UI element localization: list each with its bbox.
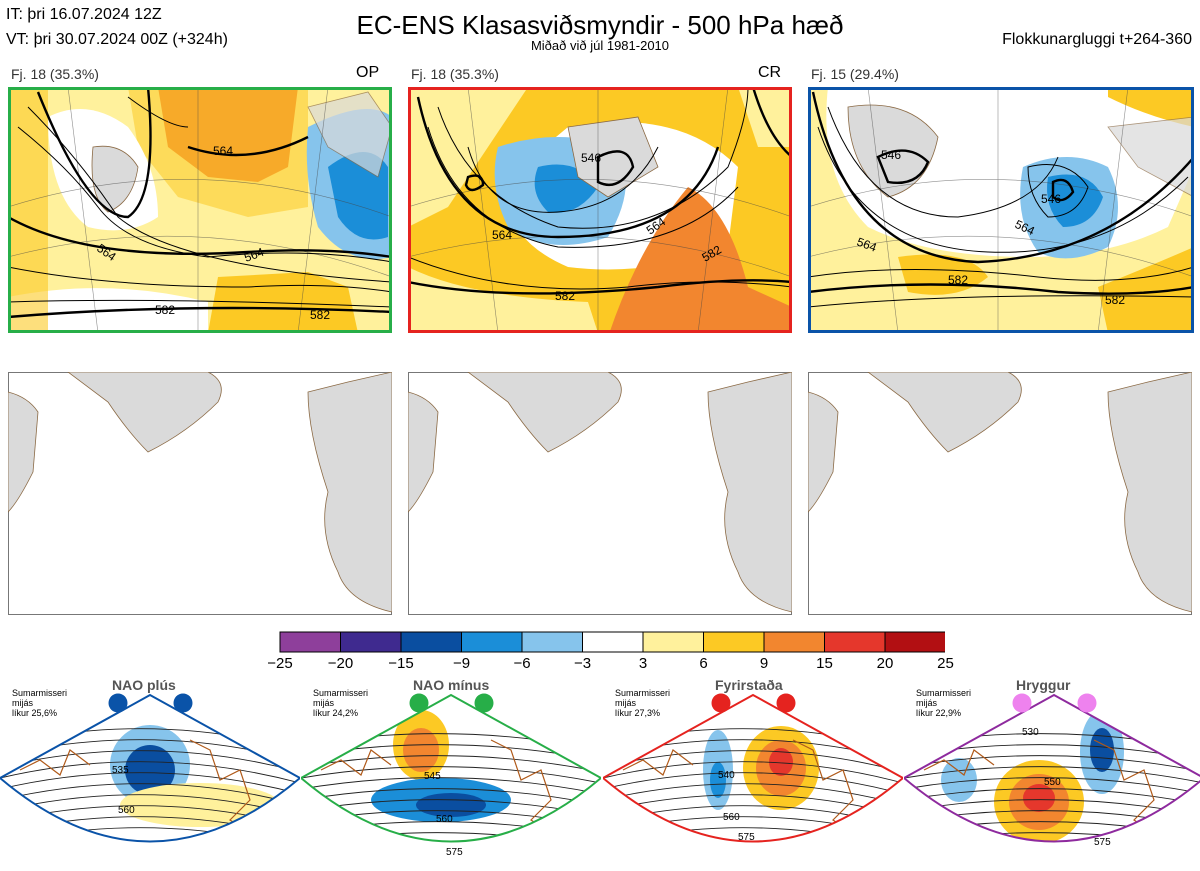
valid-time-label: VT: þri 30.07.2024 00Z (+324h) bbox=[6, 31, 228, 48]
page-title: EC-ENS Klasasviðsmyndir - 500 hPa hæð bbox=[356, 10, 844, 40]
pattern-contour-label: 575 bbox=[446, 847, 463, 858]
pattern-fan-border bbox=[603, 693, 903, 843]
cluster-1-contour-label: 582 bbox=[155, 303, 175, 317]
colorbar-segment bbox=[279, 631, 341, 653]
colorbar-tick-label: 6 bbox=[699, 655, 708, 672]
colorbar-tick-label: −6 bbox=[513, 655, 531, 672]
cluster-3-contour-label: 582 bbox=[1105, 293, 1125, 307]
pattern-contour-label: 550 bbox=[1044, 777, 1061, 788]
pattern-contour-label: 560 bbox=[436, 814, 453, 825]
pattern-contour-label: 545 bbox=[424, 771, 441, 782]
pattern-marker-dot bbox=[711, 693, 731, 713]
pattern-title: Fyrirstaða bbox=[715, 677, 783, 693]
cluster-2-map: 546 564 564 582 582 bbox=[408, 87, 792, 333]
colorbar-segment bbox=[763, 631, 825, 653]
colorbar-tick-label: 20 bbox=[876, 655, 894, 672]
colorbar-segment bbox=[642, 631, 704, 653]
colorbar-segment bbox=[582, 631, 644, 653]
cluster-1-label: Fj. 18 (35.3%) bbox=[11, 66, 99, 82]
cluster-1-contour-label: 582 bbox=[310, 308, 330, 322]
colorbar-tick-label: −20 bbox=[327, 655, 354, 672]
empty-map-2 bbox=[408, 372, 792, 615]
pattern-contour-label: 560 bbox=[723, 812, 740, 823]
cluster-2-positive-anomaly bbox=[609, 187, 792, 333]
pattern-contour-label: 560 bbox=[118, 805, 135, 816]
cluster-1-contour-label: 564 bbox=[213, 144, 233, 158]
pattern-marker-dot bbox=[108, 693, 128, 713]
cluster-3-contour-label: 564 bbox=[855, 235, 879, 255]
pattern-marker-dot bbox=[474, 693, 494, 713]
colorbar-segment bbox=[340, 631, 402, 653]
pattern-title: Hryggur bbox=[1016, 677, 1071, 693]
colorbar-tick-label: 25 bbox=[937, 655, 954, 672]
pattern-title: NAO plús bbox=[112, 677, 176, 693]
pattern-contour-label: 575 bbox=[738, 832, 755, 843]
cluster-1-border bbox=[8, 87, 392, 333]
colorbar-tick-label: −9 bbox=[452, 655, 471, 672]
cluster-1-code: OP bbox=[356, 64, 380, 81]
classification-window-label: Flokkunargluggi t+264-360 bbox=[1002, 31, 1192, 48]
pattern-title: NAO mínus bbox=[413, 677, 490, 693]
pattern-contour-label: 535 bbox=[112, 765, 129, 776]
pattern-likelihood-info: Sumarmisseri mijás líkur 27,3% bbox=[615, 688, 671, 718]
cluster-1-map: 564 564 564 582 582 bbox=[8, 87, 392, 333]
cluster-3-border bbox=[808, 87, 1194, 333]
colorbar-segment bbox=[884, 631, 945, 653]
pattern-fan-border bbox=[0, 693, 300, 843]
colorbar-tick-label: 9 bbox=[759, 655, 769, 672]
cluster-1-contour-label: 564 bbox=[242, 245, 266, 265]
pattern-likelihood-info: Sumarmisseri mijás líkur 25,6% bbox=[12, 688, 68, 718]
pattern-marker-dot bbox=[1077, 693, 1097, 713]
colorbar-segment bbox=[461, 631, 523, 653]
pattern-fan-map: 540 560 575 bbox=[603, 693, 903, 843]
pattern-contour-label: 575 bbox=[1094, 837, 1111, 848]
cluster-3-map: 546 546 564 564 582 582 bbox=[808, 87, 1194, 333]
colorbar-tick-label: 3 bbox=[638, 655, 648, 672]
page-subtitle: Miðað við júl 1981-2010 bbox=[530, 38, 670, 53]
colorbar-tick-label: −25 bbox=[267, 655, 293, 672]
initial-time-label: IT: þri 16.07.2024 12Z bbox=[6, 6, 162, 23]
pattern-contour-label: 530 bbox=[1022, 727, 1039, 738]
pattern-fan-map: 530 550 575 bbox=[904, 693, 1200, 848]
cluster-2-contour-label: 546 bbox=[581, 151, 601, 165]
pattern-marker-dot bbox=[409, 693, 429, 713]
colorbar-tick-label: −3 bbox=[573, 655, 592, 672]
colorbar-segment bbox=[400, 631, 462, 653]
colorbar-segment bbox=[703, 631, 765, 653]
pattern-fan-map: 535 560 bbox=[0, 693, 300, 843]
pattern-fan-border bbox=[301, 693, 601, 843]
colorbar-segment bbox=[824, 631, 886, 653]
cluster-3-contour-label: 546 bbox=[881, 148, 901, 162]
pattern-contour-label: 540 bbox=[718, 770, 735, 781]
empty-map-1 bbox=[8, 372, 392, 615]
cluster-2-contour-label: 582 bbox=[555, 289, 575, 303]
cluster-2-label: Fj. 18 (35.3%) bbox=[411, 66, 499, 82]
pattern-likelihood-info: Sumarmisseri mijás líkur 24,2% bbox=[313, 688, 369, 718]
cluster-3-label: Fj. 15 (29.4%) bbox=[811, 66, 899, 82]
pattern-marker-dot bbox=[1012, 693, 1032, 713]
pattern-fan-border bbox=[904, 693, 1200, 843]
anomaly-colorbar bbox=[279, 631, 945, 653]
cluster-3-contour-label: 582 bbox=[948, 273, 968, 287]
empty-map-3 bbox=[808, 372, 1192, 615]
colorbar-tick-label: −15 bbox=[388, 655, 414, 672]
cluster-2-contour-label: 564 bbox=[492, 228, 512, 242]
cluster-2-code: CR bbox=[758, 64, 782, 81]
pattern-marker-dot bbox=[776, 693, 796, 713]
pattern-marker-dot bbox=[173, 693, 193, 713]
cluster-2-border bbox=[408, 87, 792, 333]
pattern-fan-map: 545 560 575 bbox=[301, 693, 601, 858]
colorbar-tick-label: 15 bbox=[816, 655, 833, 672]
cluster-3-contour-label: 546 bbox=[1041, 192, 1061, 206]
pattern-likelihood-info: Sumarmisseri mijás líkur 22,9% bbox=[916, 688, 972, 718]
colorbar-segment bbox=[521, 631, 583, 653]
